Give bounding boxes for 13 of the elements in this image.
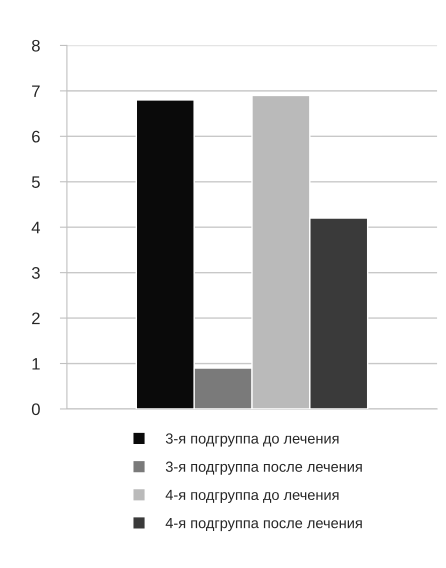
y-tick-label: 5 [32, 176, 40, 188]
y-tick-label: 6 [32, 130, 40, 143]
legend-label: 3-я подгруппа до лечения [166, 433, 338, 447]
y-tick-label: 0 [32, 403, 40, 416]
y-tick-label: 1 [32, 358, 40, 370]
y-tick-label: 7 [32, 85, 40, 97]
legend-label: 4-я подгруппа до лечения [166, 490, 338, 503]
legend-label: 3-я подгруппа после лечения [166, 462, 362, 475]
y-tick-label: 3 [32, 267, 40, 279]
y-tick-label: 8 [32, 40, 40, 52]
y-tick-label: 4 [32, 222, 40, 234]
legend-label: 4-я подгруппа после лечения [166, 518, 362, 532]
y-tick-label: 2 [32, 312, 40, 324]
